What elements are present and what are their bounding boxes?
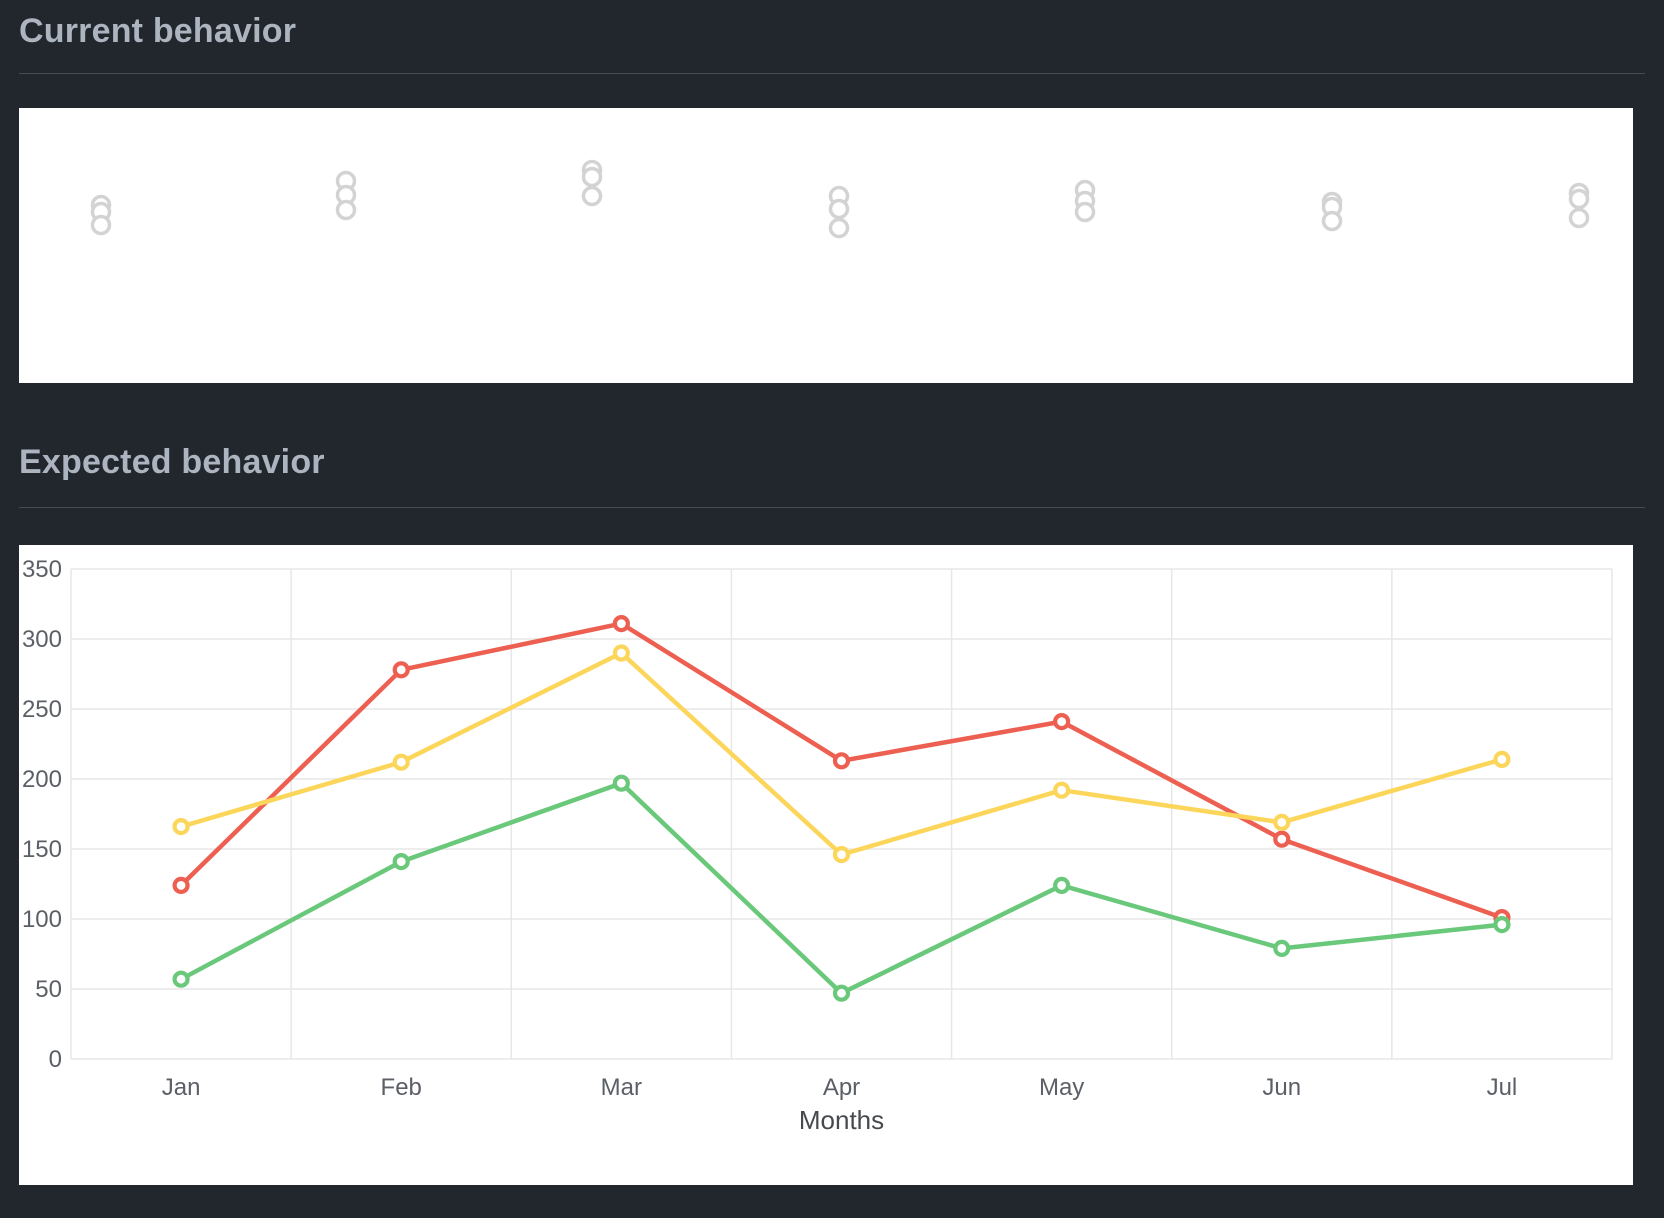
svg-text:50: 50 <box>35 976 62 1003</box>
current-behavior-chart-card <box>19 108 1633 383</box>
svg-text:Mar: Mar <box>601 1074 642 1101</box>
svg-text:0: 0 <box>49 1046 62 1073</box>
svg-text:150: 150 <box>22 836 62 863</box>
svg-text:350: 350 <box>22 556 62 583</box>
section-divider <box>19 507 1645 508</box>
section-title-current-behavior: Current behavior <box>19 12 297 50</box>
svg-text:Apr: Apr <box>823 1074 860 1101</box>
section-divider <box>19 73 1645 74</box>
section-title-expected-behavior: Expected behavior <box>19 443 325 481</box>
svg-text:Months: Months <box>799 1105 884 1135</box>
expected-behavior-chart-card: 0 50 100 150 200 250 300 350 Jan Feb Mar Apr May Jun J… <box>19 545 1633 1185</box>
svg-text:100: 100 <box>22 906 62 933</box>
svg-text:Feb: Feb <box>381 1074 422 1101</box>
svg-text:Jul: Jul <box>1487 1074 1518 1101</box>
svg-text:May: May <box>1039 1074 1084 1101</box>
svg-text:200: 200 <box>22 766 62 793</box>
svg-text:Jun: Jun <box>1262 1074 1301 1101</box>
svg-text:300: 300 <box>22 626 62 653</box>
current-behavior-chart <box>90 159 1590 239</box>
expected-behavior-chart: 0 50 100 150 200 250 300 350 Jan Feb Mar Apr May Jun J… <box>22 556 1613 1135</box>
svg-text:Jan: Jan <box>162 1074 201 1101</box>
svg-text:250: 250 <box>22 696 62 723</box>
